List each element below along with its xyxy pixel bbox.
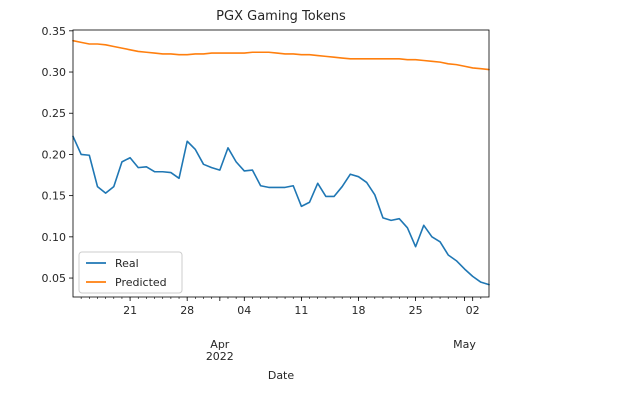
x-axis-label: Date <box>268 369 295 382</box>
series-line-predicted <box>72 39 490 71</box>
chart-title: PGX Gaming Tokens <box>216 9 346 24</box>
x-tick-label: 25 <box>409 304 423 317</box>
y-tick-label: 0.05 <box>42 272 67 285</box>
plot-area <box>72 39 490 286</box>
y-tick-label: 0.15 <box>42 190 67 203</box>
x-tick-label: 28 <box>180 304 194 317</box>
plot-frame <box>72 29 490 298</box>
y-tick-label: 0.10 <box>42 231 67 244</box>
legend: Real Predicted <box>78 251 183 294</box>
y-axis: 0.05 0.10 0.15 0.20 0.25 0.30 0.35 <box>42 25 73 285</box>
y-tick-label: 0.25 <box>42 107 67 120</box>
x-tick-label: 18 <box>351 304 365 317</box>
y-tick-label: 0.20 <box>42 148 67 161</box>
legend-label-real: Real <box>115 257 139 270</box>
x-tick-label: 02 <box>466 304 480 317</box>
y-tick-label: 0.30 <box>42 66 67 79</box>
x-tick-label: 11 <box>294 304 308 317</box>
legend-label-predicted: Predicted <box>115 276 167 289</box>
x-year-label: 2022 <box>206 350 234 363</box>
x-month-label: May <box>453 338 476 351</box>
x-month-label: Apr <box>210 338 230 351</box>
y-tick-label: 0.35 <box>42 25 67 38</box>
x-tick-label: 04 <box>237 304 251 317</box>
x-tick-label: 21 <box>123 304 137 317</box>
series-line-real <box>72 135 490 286</box>
